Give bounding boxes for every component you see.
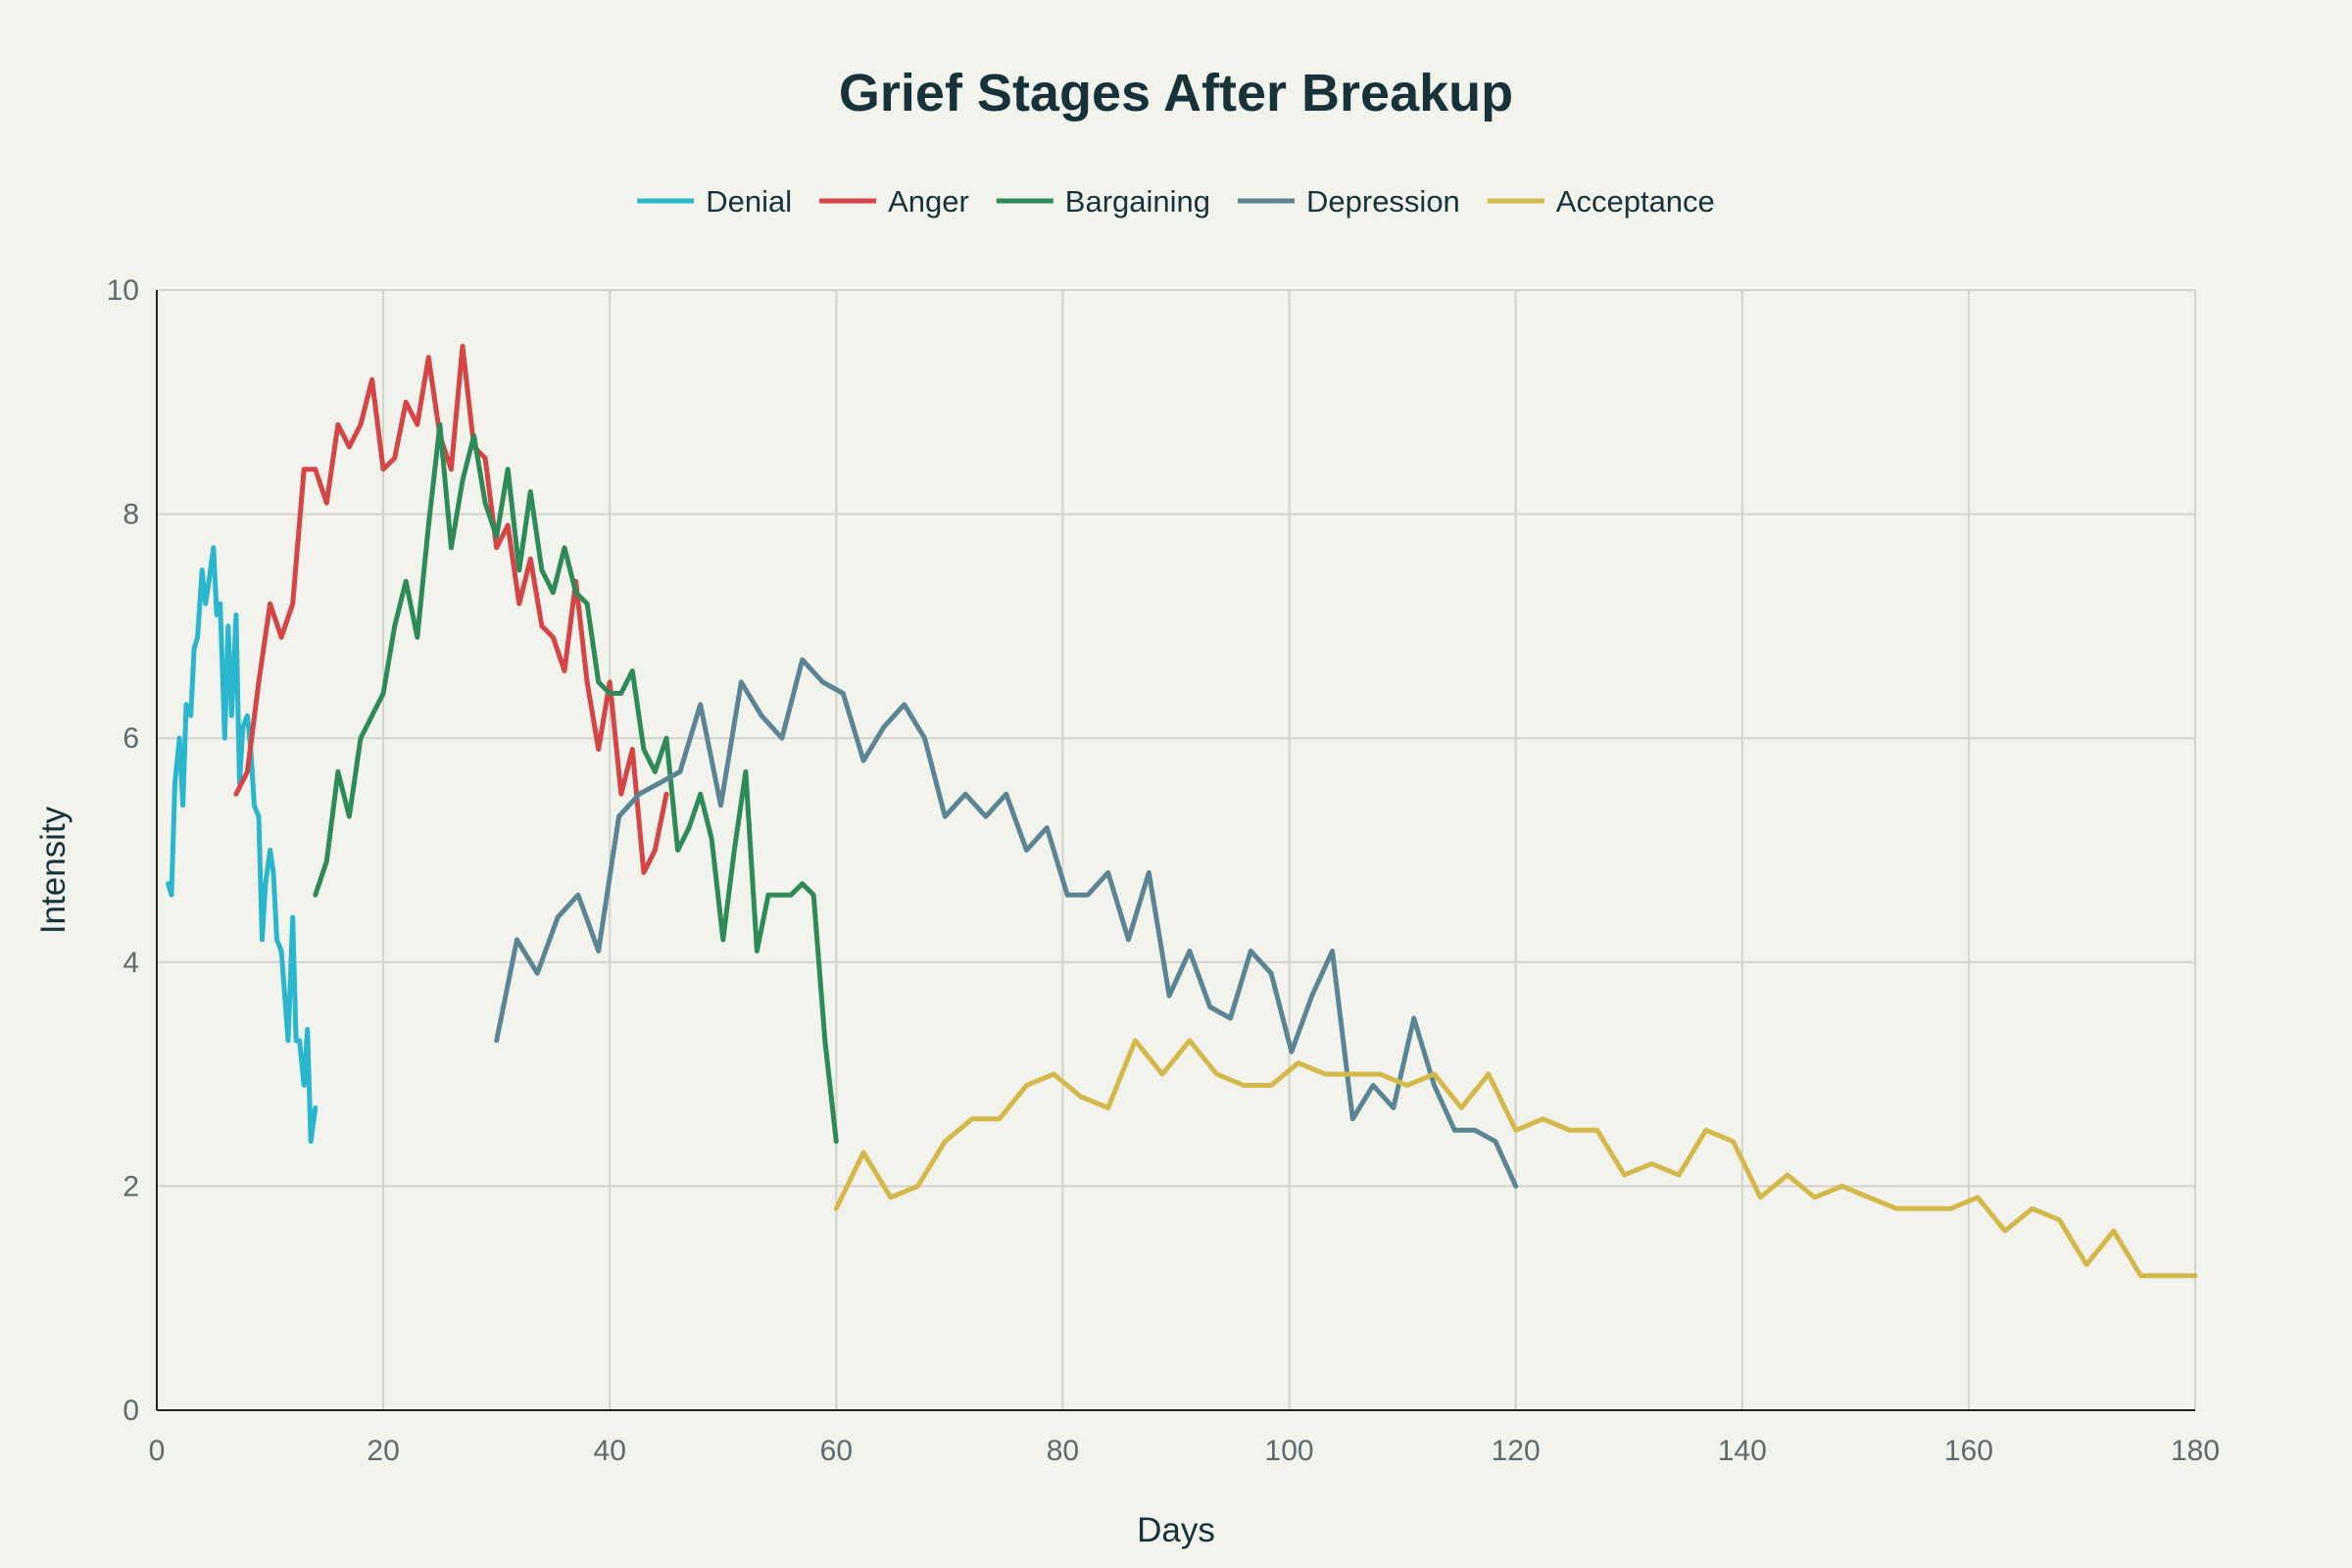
- series-line-acceptance: [833, 1038, 2198, 1279]
- x-tick-label-4: 80: [1047, 1435, 1079, 1467]
- x-tick-label-1: 20: [367, 1435, 399, 1467]
- series-group: [166, 343, 2198, 1279]
- series-line-anger: [233, 343, 669, 875]
- legend-item-denial[interactable]: Denial: [637, 184, 792, 219]
- x-tick-label-8: 160: [1944, 1435, 1993, 1467]
- y-tick-label-5: 10: [107, 274, 139, 307]
- x-tick-label-7: 140: [1718, 1435, 1767, 1467]
- legend-label-anger: Anger: [888, 184, 969, 219]
- x-tick-label-2: 40: [594, 1435, 626, 1467]
- series-line-bargaining: [313, 421, 839, 1145]
- x-axis-title: Days: [1137, 1511, 1215, 1549]
- y-tick-label-1: 2: [122, 1170, 139, 1202]
- tick-labels: 0 20 40 60 80 100 120 140 160 180 0 2 4 6 8 10: [107, 274, 2220, 1467]
- y-tick-label-4: 8: [122, 499, 139, 531]
- y-axis-title: Intensity: [34, 806, 73, 934]
- x-tick-label-0: 0: [149, 1435, 166, 1467]
- legend-label-bargaining: Bargaining: [1065, 184, 1210, 219]
- x-tick-label-6: 120: [1492, 1435, 1541, 1467]
- x-tick-label-3: 60: [820, 1435, 853, 1467]
- y-tick-label-3: 6: [122, 722, 139, 755]
- legend-label-depression: Depression: [1306, 184, 1460, 219]
- legend: Denial Anger Bargaining Depression Acceptanc…: [637, 184, 1715, 219]
- x-tick-label-5: 100: [1265, 1435, 1314, 1467]
- y-tick-label-2: 4: [122, 947, 139, 979]
- legend-item-acceptance[interactable]: Acceptance: [1487, 184, 1715, 219]
- legend-item-depression[interactable]: Depression: [1238, 184, 1460, 219]
- x-tick-label-9: 180: [2171, 1435, 2220, 1467]
- legend-label-denial: Denial: [706, 184, 792, 219]
- legend-item-bargaining[interactable]: Bargaining: [996, 184, 1210, 219]
- y-tick-label-0: 0: [122, 1395, 139, 1427]
- series-line-denial: [166, 545, 318, 1145]
- legend-label-acceptance: Acceptance: [1556, 184, 1715, 219]
- legend-item-anger[interactable]: Anger: [819, 184, 969, 219]
- axes: [156, 290, 2195, 1411]
- series-line-depression: [494, 657, 1519, 1189]
- chart-title: Grief Stages After Breakup: [839, 64, 1513, 122]
- gridlines: [157, 289, 2196, 1410]
